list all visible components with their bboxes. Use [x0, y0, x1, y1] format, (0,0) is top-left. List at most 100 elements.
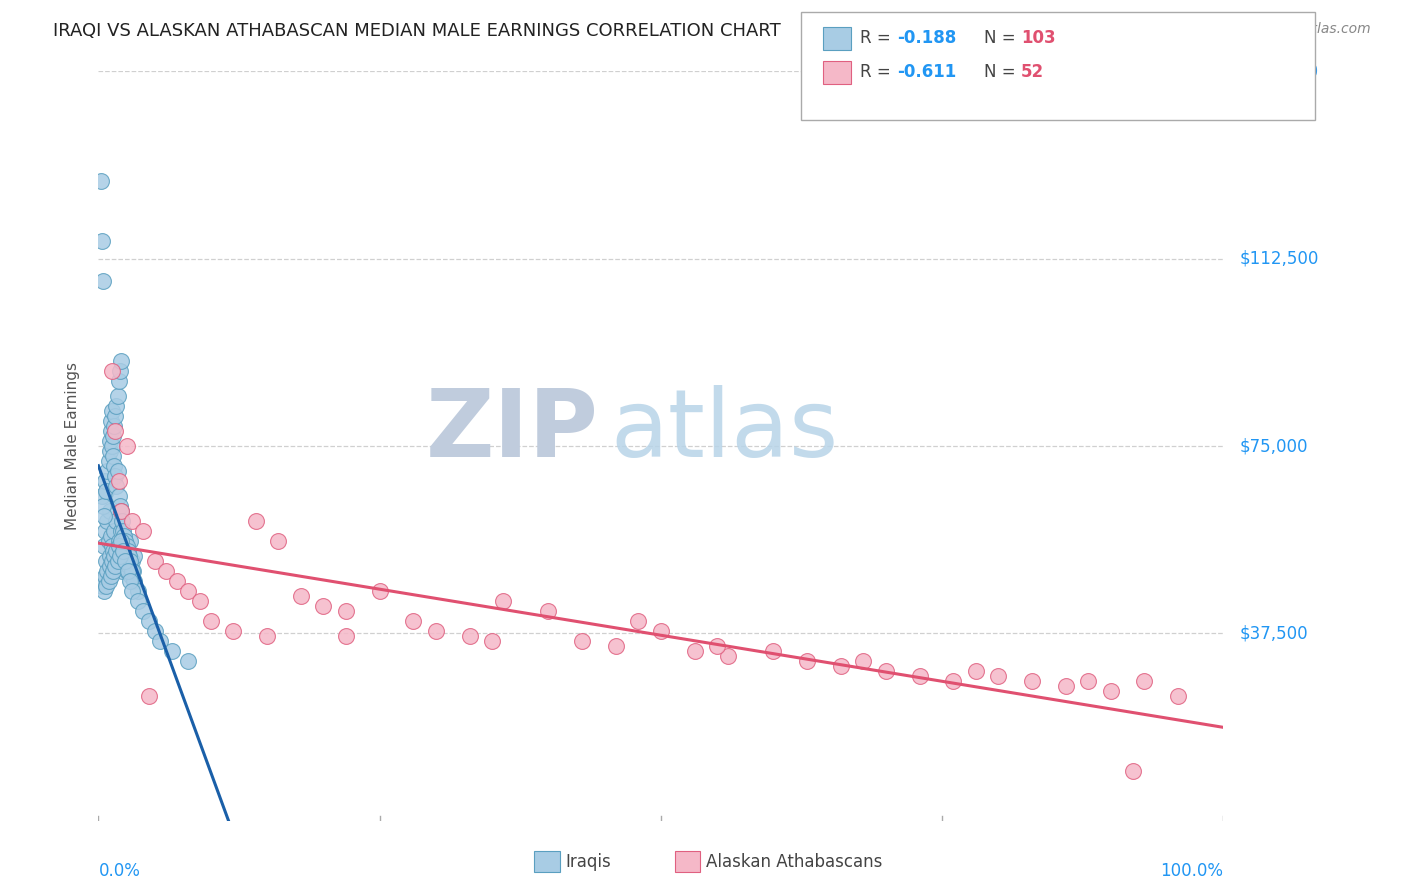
- Point: [107, 554, 129, 568]
- Text: $150,000: $150,000: [1240, 62, 1319, 80]
- Point: [101, 554, 124, 568]
- Point: [94, 524, 117, 538]
- Point: [114, 539, 136, 553]
- Point: [107, 464, 129, 478]
- Point: [118, 574, 141, 588]
- Point: [875, 664, 897, 678]
- Point: [267, 533, 290, 548]
- Point: [96, 514, 118, 528]
- Point: [1122, 764, 1144, 778]
- Point: [312, 599, 335, 613]
- Point: [177, 654, 200, 668]
- Point: [111, 514, 134, 528]
- Text: 100.0%: 100.0%: [1160, 862, 1223, 880]
- Point: [110, 524, 132, 538]
- Point: [1167, 689, 1189, 703]
- Point: [987, 669, 1010, 683]
- Point: [98, 504, 121, 518]
- Point: [942, 673, 965, 688]
- Point: [96, 579, 118, 593]
- Point: [91, 274, 114, 288]
- Point: [112, 544, 135, 558]
- Point: [118, 549, 141, 563]
- Point: [117, 544, 139, 558]
- Point: [93, 508, 115, 523]
- Point: [114, 533, 136, 548]
- Point: [706, 639, 728, 653]
- Point: [105, 399, 128, 413]
- Text: 0.0%: 0.0%: [98, 862, 141, 880]
- Point: [96, 464, 118, 478]
- Point: [101, 404, 124, 418]
- Point: [605, 639, 627, 653]
- Point: [105, 544, 128, 558]
- Point: [91, 574, 114, 588]
- Point: [100, 414, 122, 428]
- Point: [94, 569, 117, 583]
- Point: [96, 564, 118, 578]
- Point: [110, 533, 132, 548]
- Point: [166, 574, 188, 588]
- Text: N =: N =: [984, 29, 1021, 47]
- Text: 52: 52: [1021, 63, 1043, 81]
- Point: [94, 474, 117, 488]
- Point: [188, 594, 211, 608]
- Point: [100, 569, 122, 583]
- Text: Source: ZipAtlas.com: Source: ZipAtlas.com: [1223, 22, 1371, 37]
- Point: [103, 419, 125, 434]
- Point: [124, 574, 146, 588]
- Point: [112, 544, 135, 558]
- Point: [107, 489, 129, 503]
- Point: [481, 633, 503, 648]
- Point: [177, 583, 200, 598]
- Point: [110, 504, 132, 518]
- Point: [200, 614, 222, 628]
- Point: [105, 479, 128, 493]
- Point: [138, 689, 160, 703]
- Point: [571, 633, 593, 648]
- Text: Iraqis: Iraqis: [565, 853, 612, 871]
- Point: [335, 629, 357, 643]
- Point: [97, 574, 120, 588]
- Text: -0.188: -0.188: [897, 29, 956, 47]
- Point: [1021, 673, 1043, 688]
- Point: [98, 558, 121, 573]
- Point: [101, 544, 124, 558]
- Point: [107, 474, 129, 488]
- Text: IRAQI VS ALASKAN ATHABASCAN MEDIAN MALE EARNINGS CORRELATION CHART: IRAQI VS ALASKAN ATHABASCAN MEDIAN MALE …: [53, 22, 782, 40]
- Text: -0.611: -0.611: [897, 63, 956, 81]
- Point: [101, 439, 124, 453]
- Point: [90, 234, 112, 248]
- Point: [103, 524, 125, 538]
- Point: [122, 564, 145, 578]
- Text: N =: N =: [984, 63, 1021, 81]
- Point: [492, 594, 515, 608]
- Point: [627, 614, 650, 628]
- Point: [762, 644, 785, 658]
- Point: [100, 564, 122, 578]
- Point: [121, 554, 143, 568]
- Point: [683, 644, 706, 658]
- Point: [796, 654, 818, 668]
- Point: [118, 554, 141, 568]
- Point: [425, 624, 447, 638]
- Point: [1133, 673, 1156, 688]
- Point: [105, 514, 128, 528]
- Point: [852, 654, 875, 668]
- Point: [108, 364, 131, 378]
- Point: [93, 583, 115, 598]
- Point: [1077, 673, 1099, 688]
- Text: $75,000: $75,000: [1240, 437, 1309, 455]
- Point: [112, 524, 135, 538]
- Point: [101, 449, 124, 463]
- Point: [90, 174, 112, 188]
- Point: [120, 569, 142, 583]
- Point: [98, 444, 121, 458]
- Text: Alaskan Athabascans: Alaskan Athabascans: [706, 853, 882, 871]
- Text: R =: R =: [860, 29, 897, 47]
- Point: [368, 583, 391, 598]
- Point: [127, 583, 149, 598]
- Point: [222, 624, 245, 638]
- Point: [118, 533, 141, 548]
- Point: [115, 564, 138, 578]
